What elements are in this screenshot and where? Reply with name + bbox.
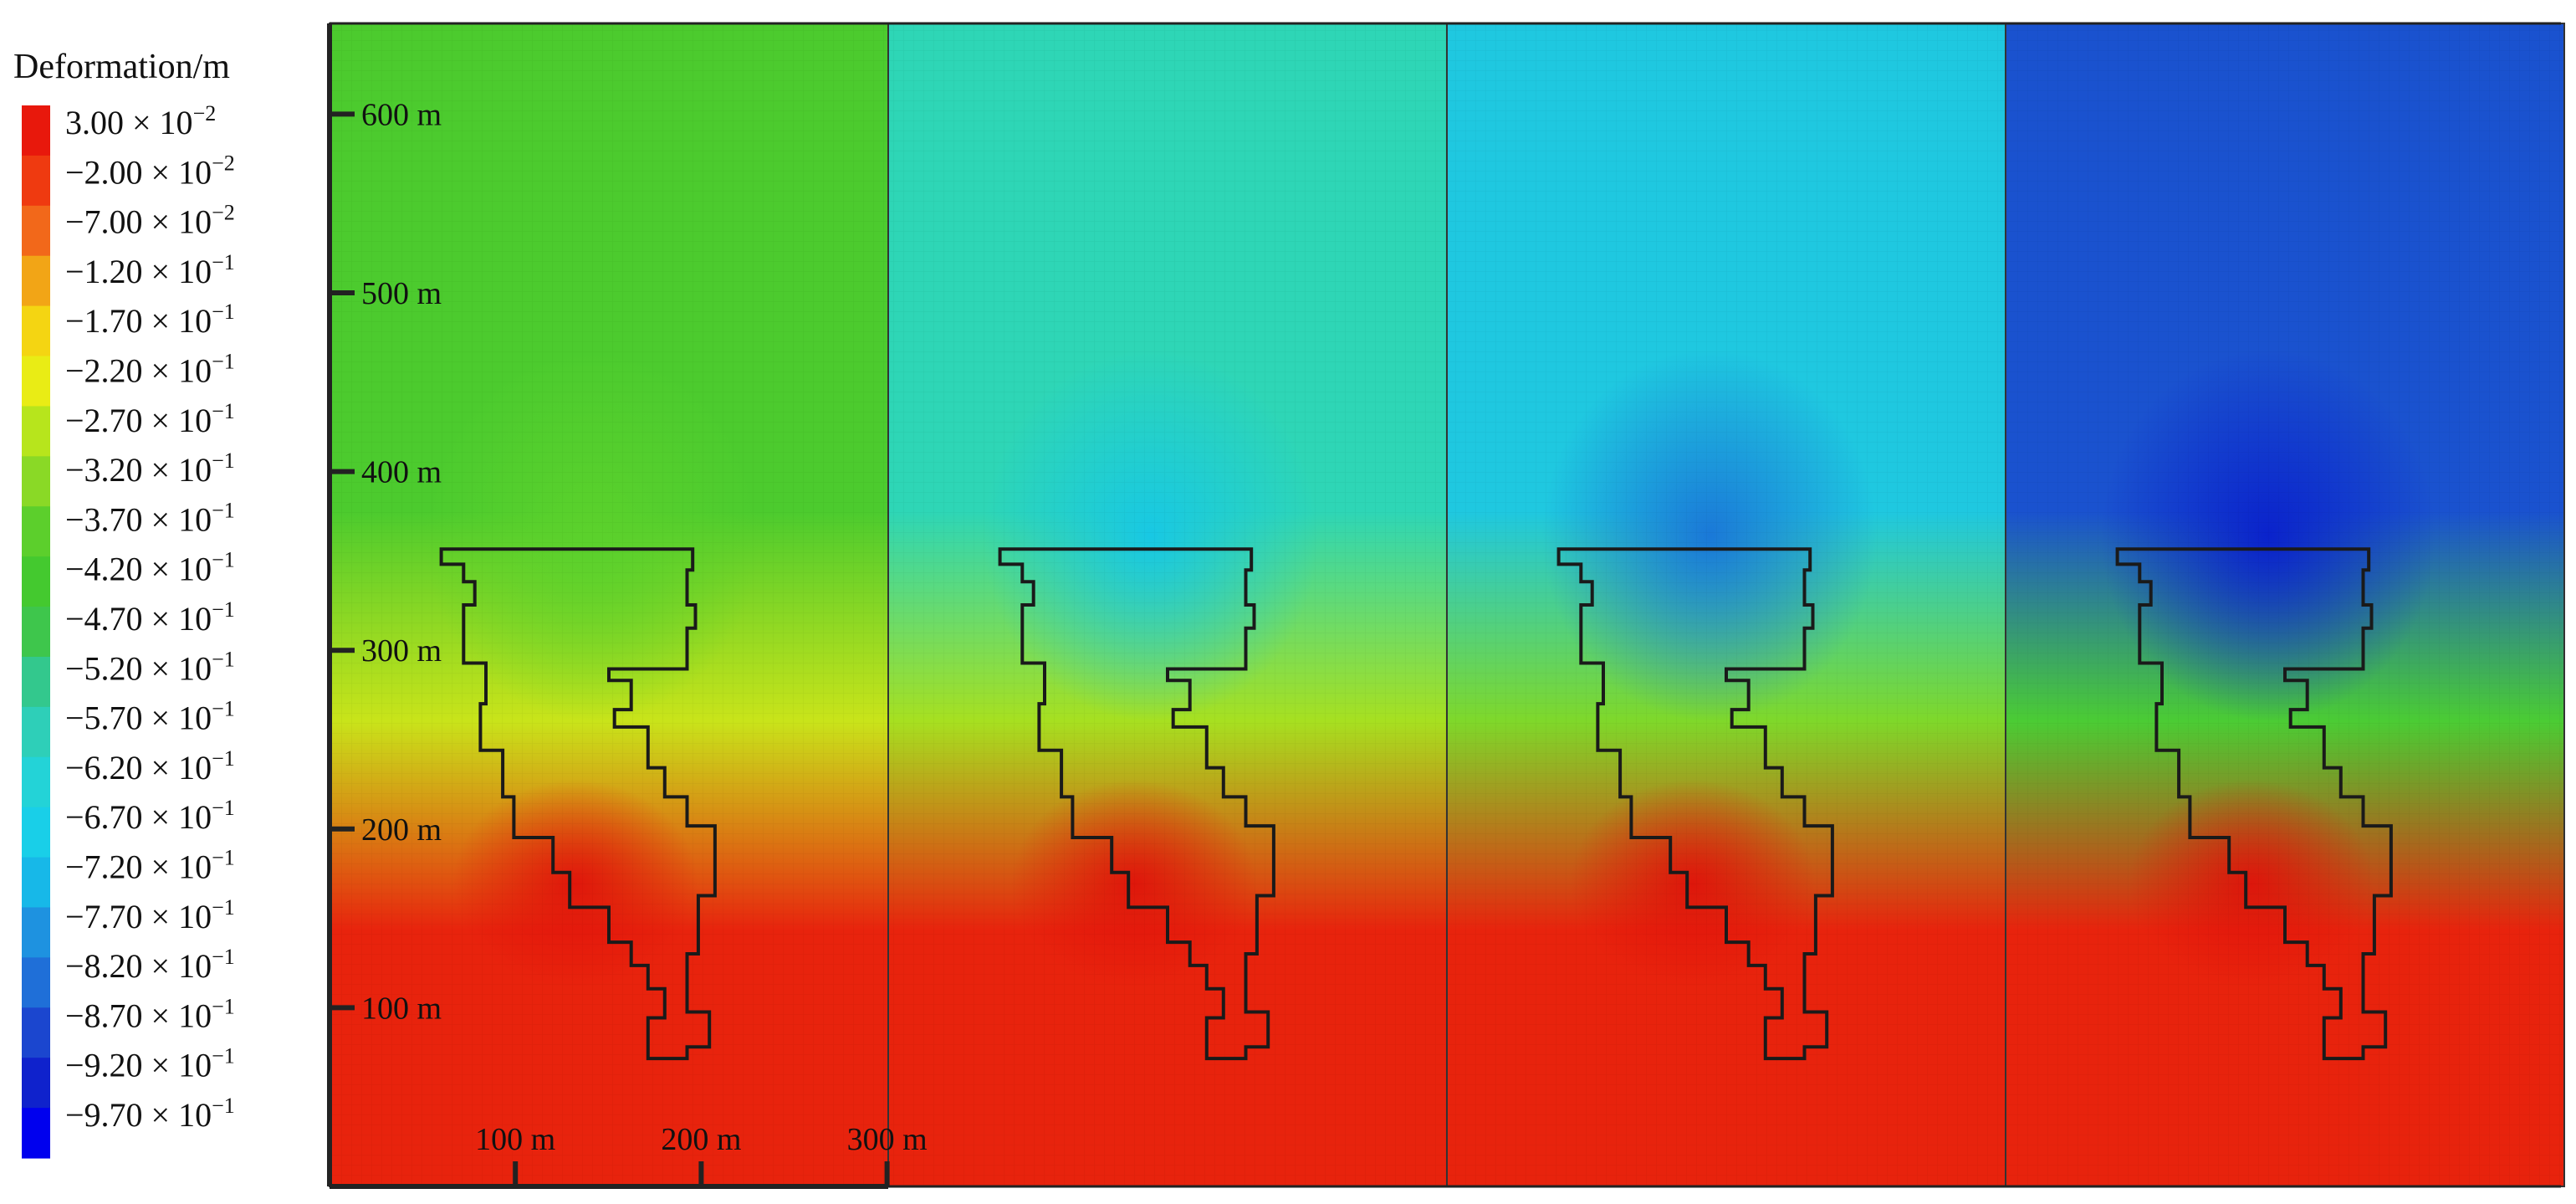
colorbar-tick-label: −6.20 × 10−1 <box>65 746 235 786</box>
x-tick-label: 300 m <box>847 1122 928 1157</box>
colorbar-tick-label: −2.00 × 10−2 <box>65 151 235 191</box>
colorbar-tick-label: −4.70 × 10−1 <box>65 597 235 638</box>
colorbar-tick-label: 3.00 × 10−2 <box>65 101 216 141</box>
colorbar-tick-label: −1.70 × 10−1 <box>65 300 235 340</box>
colorbar-tick-label: −9.70 × 10−1 <box>65 1094 235 1134</box>
goaf-outline <box>439 547 717 1061</box>
contour-panels <box>329 22 2565 1188</box>
colorbar-tick-label: −3.70 × 10−1 <box>65 498 235 538</box>
colorbar-swatch <box>22 1108 50 1159</box>
colorbar-swatch <box>22 506 50 557</box>
colorbar-tick-label: −5.20 × 10−1 <box>65 647 235 687</box>
colorbar-swatch <box>22 807 50 858</box>
colorbar-swatch <box>22 706 50 758</box>
contour-panel <box>329 23 889 1187</box>
y-tick-label: 300 m <box>361 633 442 669</box>
colorbar-swatch <box>22 756 50 808</box>
colorbar-swatch <box>22 205 50 257</box>
x-tick-label: 200 m <box>661 1122 741 1157</box>
colorbar-swatch <box>22 456 50 507</box>
y-tick-label: 400 m <box>361 455 442 490</box>
mesh-grid <box>888 23 1447 1186</box>
y-tick-label: 100 m <box>361 991 442 1026</box>
colorbar-tick-label: −7.20 × 10−1 <box>65 846 235 886</box>
colorbar-swatch <box>22 607 50 658</box>
colorbar-tick-label: −7.00 × 10−2 <box>65 201 235 241</box>
colorbar-tick-label: −4.20 × 10−1 <box>65 548 235 588</box>
colorbar-tick-label: −5.70 × 10−1 <box>65 697 235 737</box>
mesh-grid <box>2006 23 2564 1186</box>
colorbar-swatch <box>22 907 50 958</box>
axes: 600 m 500 m 400 m 300 m 200 m 100 m 100 m 200 m… <box>327 23 928 1189</box>
colorbar-swatch <box>22 406 50 457</box>
colorbar-swatch <box>22 105 50 156</box>
colorbar-tick-label: −8.20 × 10−1 <box>65 945 235 985</box>
colorbar-swatch <box>22 556 50 607</box>
colorbar-swatch <box>22 255 50 307</box>
y-tick-label: 200 m <box>361 812 442 848</box>
colorbar-swatch <box>22 1007 50 1058</box>
colorbar-swatch <box>22 305 50 357</box>
mesh-grid <box>1447 23 2006 1186</box>
goaf-outline <box>1556 547 1834 1061</box>
colorbar-swatch <box>22 957 50 1008</box>
x-tick-label: 100 m <box>475 1122 555 1157</box>
colorbar-tick-label: −2.20 × 10−1 <box>65 350 235 390</box>
colorbar-tick-label: −1.20 × 10−1 <box>65 250 235 290</box>
colorbar-tick-label: −3.20 × 10−1 <box>65 448 235 489</box>
colorbar-title: Deformation/m <box>13 48 230 86</box>
contour-panel <box>1446 23 2006 1187</box>
goaf-outline <box>998 547 1275 1061</box>
colorbar: 3.00 × 10−2 −2.00 × 10−2 −7.00 × 10−2 −1.20… <box>22 101 235 1159</box>
colorbar-swatch <box>22 155 50 207</box>
colorbar-tick-label: −9.20 × 10−1 <box>65 1044 235 1084</box>
colorbar-swatch <box>22 656 50 708</box>
colorbar-tick-label: −6.70 × 10−1 <box>65 796 235 836</box>
contour-panel <box>2005 23 2565 1187</box>
colorbar-swatch <box>22 857 50 909</box>
y-tick-label: 600 m <box>361 97 442 132</box>
colorbar-tick-label: −8.70 × 10−1 <box>65 994 235 1034</box>
mesh-grid <box>330 23 888 1186</box>
contour-panel <box>887 23 1448 1187</box>
y-tick-label: 500 m <box>361 276 442 311</box>
colorbar-swatch <box>22 1058 50 1109</box>
colorbar-tick-label: −2.70 × 10−1 <box>65 399 235 439</box>
colorbar-swatch <box>22 356 50 407</box>
colorbar-tick-label: −7.70 × 10−1 <box>65 895 235 935</box>
goaf-outline <box>2115 547 2393 1061</box>
